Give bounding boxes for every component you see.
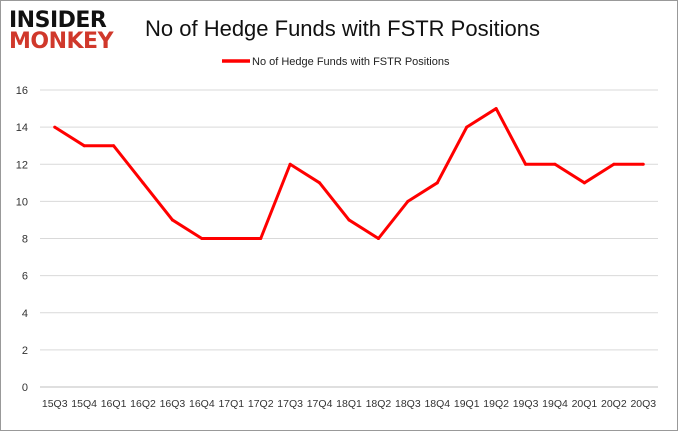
data-point [612,162,616,166]
logo-line2: MONKEY [9,29,114,54]
x-tick-label: 16Q2 [130,398,156,410]
y-tick-label: 10 [16,196,28,208]
x-tick-label: 18Q2 [366,398,392,410]
x-tick-label: 18Q3 [395,398,421,410]
data-point [553,162,557,166]
y-tick-label: 8 [22,234,28,246]
x-tick-label: 18Q4 [424,398,450,410]
x-tick-label: 16Q1 [101,398,127,410]
y-tick-label: 14 [16,122,28,134]
x-tick-label: 17Q1 [218,398,244,410]
x-tick-label: 20Q3 [630,398,656,410]
data-point [435,181,439,185]
data-point [524,162,528,166]
data-point [229,237,233,240]
data-point [170,218,174,222]
x-tick-label: 16Q4 [189,398,215,410]
y-tick-label: 0 [22,382,28,394]
data-point [347,218,351,222]
data-point [582,181,586,185]
data-point [141,181,145,185]
data-point [200,237,204,240]
y-tick-label: 16 [16,85,28,97]
x-tick-label: 20Q1 [572,398,598,410]
x-tick-label: 16Q3 [160,398,186,410]
x-tick-label: 17Q4 [307,398,333,410]
x-tick-label: 20Q2 [601,398,627,410]
x-tick-label: 19Q2 [483,398,509,410]
data-point [494,107,498,111]
data-point [641,162,645,166]
data-point [406,199,410,203]
x-tick-label: 18Q1 [336,398,362,410]
x-tick-label: 19Q1 [454,398,480,410]
data-point [288,162,292,166]
x-tick-label: 15Q4 [71,398,97,410]
x-tick-label: 17Q3 [277,398,303,410]
chart-title: No of Hedge Funds with FSTR Positions [145,16,540,41]
x-tick-label: 15Q3 [42,398,68,410]
insider-monkey-logo: INSIDER MONKEY [9,8,114,54]
data-point [53,125,57,129]
data-point [112,144,116,148]
data-point [82,144,86,148]
x-tick-label: 17Q2 [248,398,274,410]
legend-label: No of Hedge Funds with FSTR Positions [252,56,450,68]
y-tick-label: 12 [16,159,28,171]
data-point [318,181,322,185]
data-point [259,237,263,240]
data-point [465,125,469,129]
logo-line1: INSIDER [9,8,107,33]
x-tick-label: 19Q4 [542,398,568,410]
data-point [376,237,380,240]
x-tick-label: 19Q3 [513,398,539,410]
y-tick-label: 6 [22,271,28,283]
y-tick-label: 4 [22,308,28,320]
y-tick-label: 2 [22,345,28,357]
